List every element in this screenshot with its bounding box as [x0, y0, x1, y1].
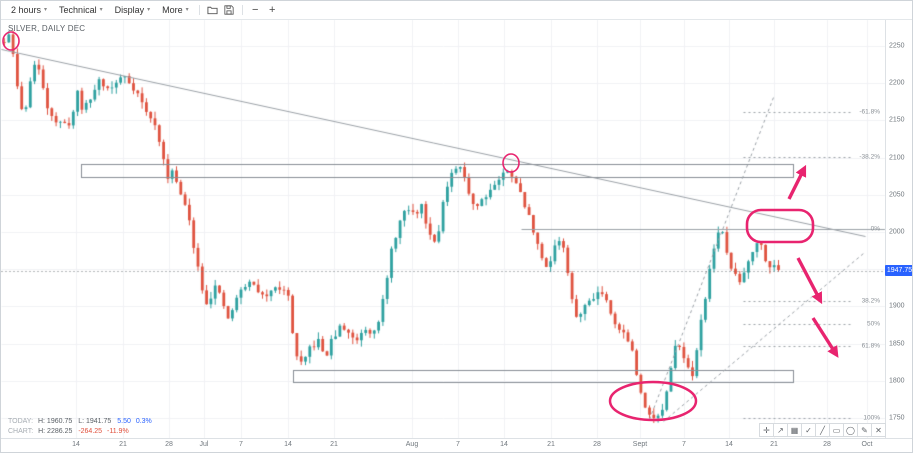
time-tick-label: Oct — [861, 441, 873, 448]
toolbar-separator — [198, 5, 200, 15]
trendline-tool[interactable]: ↗ — [773, 423, 788, 437]
price-tick-label: 1800 — [889, 377, 905, 385]
drawing-toolbar: ✛ ↗ ▦ ✓ ╱ ▭ ◯ ✎ ✕ — [759, 423, 886, 437]
zoom-out-button[interactable]: − — [247, 3, 264, 18]
price-tick-label: 2000 — [889, 228, 905, 236]
chevron-down-icon: ▾ — [147, 7, 151, 13]
chart-change: -264.25 — [78, 428, 103, 435]
time-tick-label: 21 — [330, 441, 338, 448]
indicator-tool[interactable]: ✓ — [801, 423, 816, 437]
fib-level-label: 38.2% — [861, 297, 880, 305]
time-tick-label: 7 — [682, 441, 686, 448]
toolbar-menu-technical[interactable]: Technical ▾ — [53, 4, 109, 16]
folder-icon — [207, 6, 218, 15]
pencil-tool[interactable]: ✎ — [857, 423, 872, 437]
today-change-pct: 0.3% — [135, 418, 152, 425]
fib-level-label: 50% — [866, 320, 880, 327]
price-axis[interactable]: 2250220021502100205020001950190018501800… — [885, 19, 912, 439]
today-label: TODAY: — [8, 418, 34, 425]
crosshair-tool[interactable]: ✛ — [759, 423, 774, 437]
today-change: 5.50 — [117, 418, 131, 425]
top-toolbar: 2 hours ▾ Technical ▾ Display ▾ More ▾ − + — [1, 1, 912, 20]
price-tick-label: 2150 — [889, 116, 905, 124]
time-tick-label: 28 — [593, 441, 601, 448]
fib-level-label: 100% — [863, 414, 880, 422]
chart-change-pct: -11.9% — [107, 428, 129, 435]
time-tick-label: 14 — [725, 441, 733, 448]
price-tick-label: 1750 — [889, 414, 905, 422]
ellipse-tool[interactable]: ◯ — [843, 423, 858, 437]
time-axis[interactable]: 14 21 28 Jul 7 14 21 Aug 7 14 21 28 Sept 7 14 21 28 Oct — [1, 438, 912, 452]
price-tick-label: 2100 — [889, 154, 905, 162]
time-tick-label: 14 — [284, 441, 292, 448]
chevron-down-icon: ▾ — [44, 7, 48, 13]
fib-level-label: 0% — [870, 225, 880, 233]
time-tick-label: 21 — [119, 441, 127, 448]
zoom-in-button[interactable]: + — [264, 3, 281, 18]
menu-label: More — [162, 5, 183, 15]
save-icon[interactable] — [221, 3, 238, 18]
time-tick-label: Sept — [632, 441, 648, 448]
chevron-down-icon: ▾ — [99, 7, 103, 13]
time-tick-label: 28 — [165, 441, 173, 448]
time-tick-label: 21 — [547, 441, 555, 448]
ohlc-legend: TODAY: H: 1960.75 L: 1941.75 5.50 0.3% C… — [8, 417, 155, 437]
symbol-label: SILVER, DAILY DEC — [8, 24, 86, 33]
toolbar-menus: 2 hours ▾ Technical ▾ Display ▾ More ▾ — [5, 4, 195, 16]
chart-high: H: 2286.25 — [38, 428, 73, 435]
chart-label: CHART: — [8, 428, 34, 435]
price-tick-label: 2200 — [889, 79, 905, 87]
time-tick-label: 7 — [456, 441, 460, 448]
fib-level-label: -61.8% — [859, 108, 880, 116]
time-tick-label: 21 — [770, 441, 778, 448]
chevron-down-icon: ▾ — [185, 7, 189, 13]
chart-type-tool[interactable]: ▦ — [787, 423, 802, 437]
price-tick-label: 1850 — [889, 340, 905, 348]
today-high: H: 1960.75 — [37, 418, 73, 425]
price-tick-label: 2250 — [889, 42, 905, 50]
menu-label: Display — [114, 5, 145, 15]
toolbar-menu-display[interactable]: Display ▾ — [109, 4, 157, 16]
menu-label: Technical — [59, 5, 97, 15]
close-icon[interactable]: ✕ — [871, 423, 886, 437]
rectangle-tool[interactable]: ▭ — [829, 423, 844, 437]
fib-level-label: 61.8% — [861, 342, 880, 350]
toolbar-separator — [241, 5, 243, 15]
time-tick-label: 14 — [500, 441, 508, 448]
time-tick-label: 28 — [823, 441, 831, 448]
price-tick-label: 2050 — [889, 191, 905, 199]
toolbar-menu-2-hours[interactable]: 2 hours ▾ — [5, 4, 53, 16]
price-tick-label: 1900 — [889, 302, 905, 310]
legend-today-row: TODAY: H: 1960.75 L: 1941.75 5.50 0.3% — [8, 417, 155, 427]
menu-label: 2 hours — [11, 5, 42, 15]
open-folder-icon[interactable] — [204, 3, 221, 18]
line-tool[interactable]: ╱ — [815, 423, 830, 437]
today-low: L: 1941.75 — [78, 418, 112, 425]
toolbar-menu-more[interactable]: More ▾ — [156, 4, 195, 16]
time-tick-label: 7 — [239, 441, 243, 448]
time-tick-label: Jul — [199, 441, 209, 448]
floppy-icon — [224, 5, 234, 15]
fib-level-label: -38.2% — [859, 153, 880, 161]
legend-chart-row: CHART: H: 2286.25 -264.25 -11.9% — [8, 427, 155, 437]
time-tick-label: 14 — [72, 441, 80, 448]
time-tick-label: Aug — [405, 441, 419, 448]
last-price-badge: 1947.75 — [885, 265, 913, 277]
